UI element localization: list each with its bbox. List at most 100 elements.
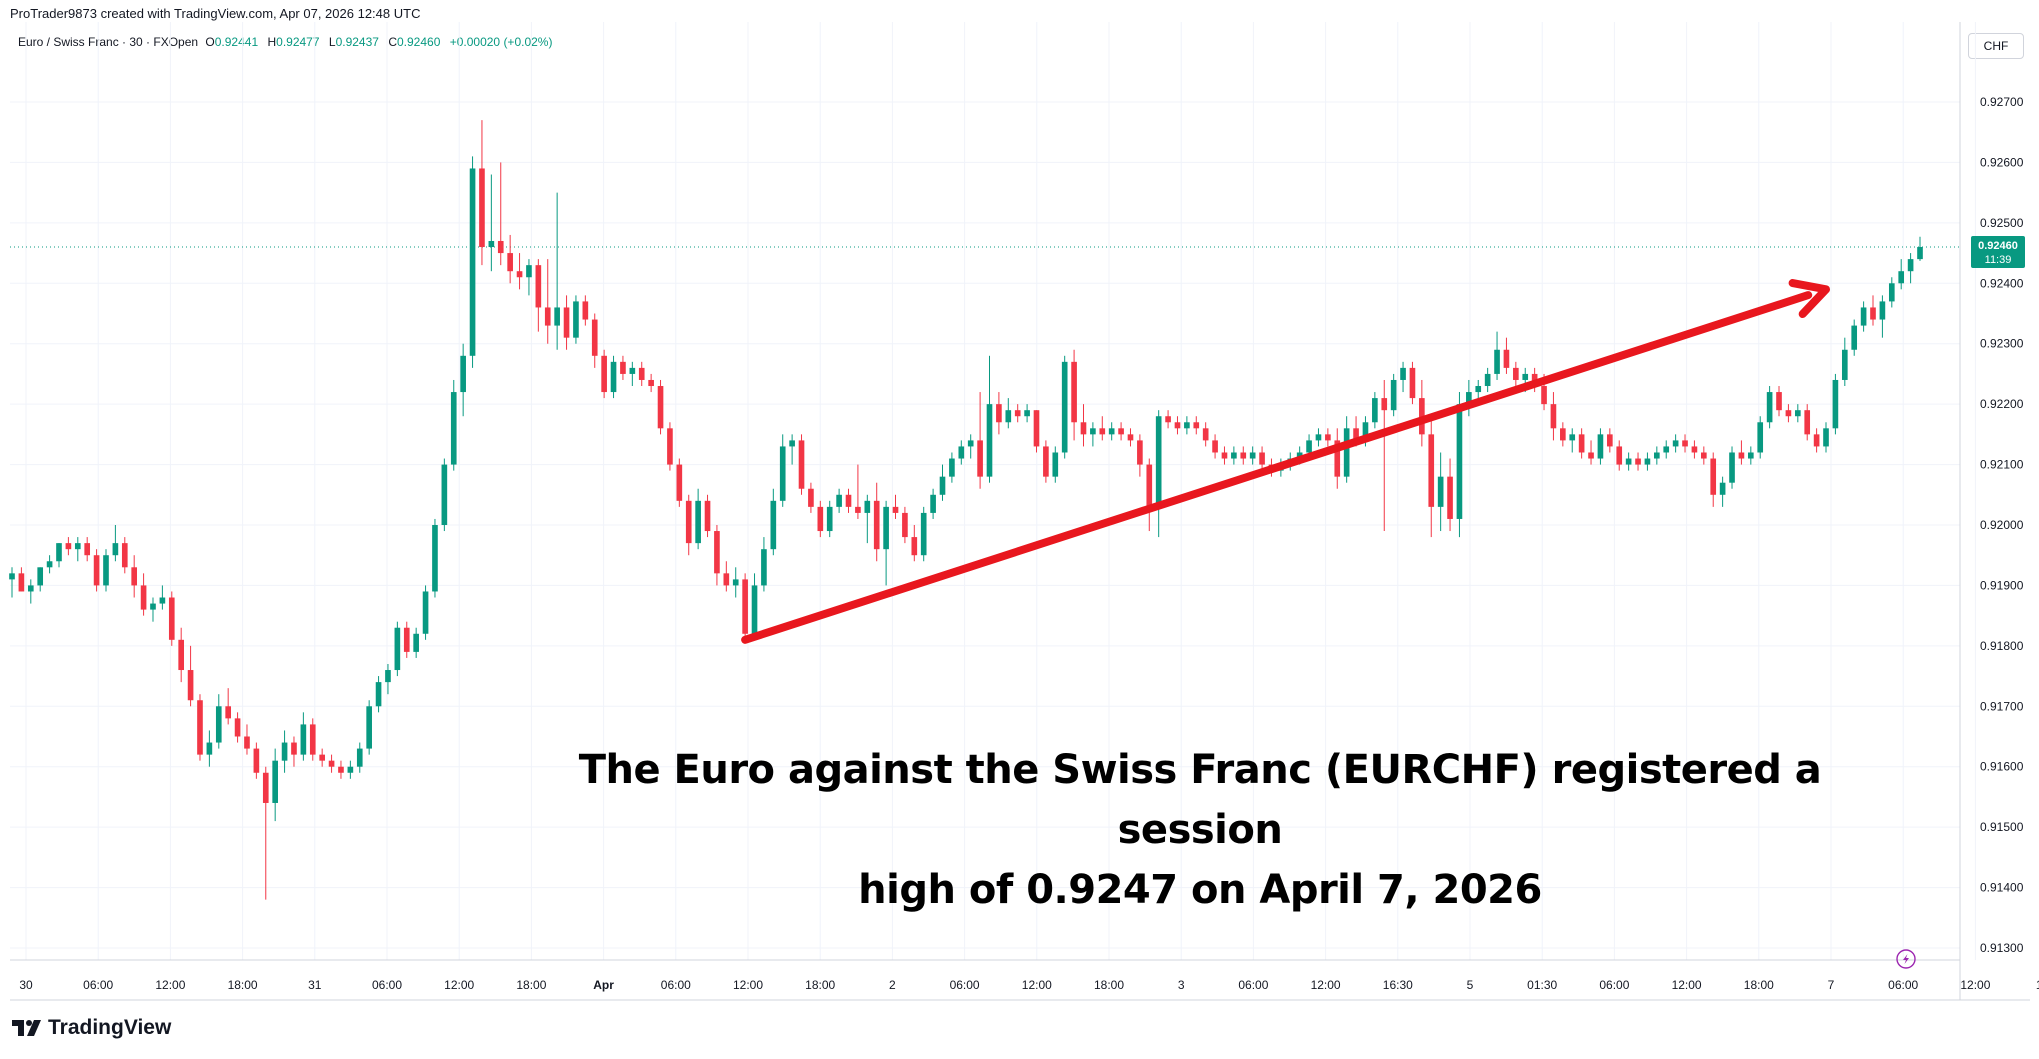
candle <box>1146 458 1153 532</box>
price-tick-label: 0.91400 <box>1980 881 2024 895</box>
candle <box>1409 361 1416 405</box>
candle-body <box>1165 416 1171 423</box>
candle <box>1325 428 1331 447</box>
candle-body <box>582 301 589 320</box>
close-value: 0.92460 <box>396 35 441 49</box>
price-tick-label: 0.91800 <box>1980 639 2024 653</box>
candle <box>1729 446 1735 489</box>
candle <box>422 585 429 640</box>
candle-body <box>864 500 871 513</box>
time-tick-label: 06:00 <box>1238 978 1268 992</box>
candle-body <box>535 265 542 308</box>
chart-credit: ProTrader9873 created with TradingView.c… <box>10 6 421 21</box>
candle-body <box>770 500 777 550</box>
candle <box>610 355 617 399</box>
time-tick-label: 12:00 <box>733 978 763 992</box>
candle <box>432 518 438 598</box>
candle <box>1785 404 1792 423</box>
candle-body <box>1729 452 1735 483</box>
candle <box>573 295 579 344</box>
candle-body <box>121 543 128 568</box>
price-axis[interactable]: 0.91300 0.91400 0.91500 0.91600 0.91700 0.918… <box>1980 95 2024 955</box>
brand-logo[interactable]: TradingView <box>12 1016 171 1040</box>
candle <box>996 392 1002 435</box>
candle <box>488 174 495 272</box>
candle-body <box>1005 410 1012 423</box>
candle-body <box>667 428 673 465</box>
candle <box>1804 404 1811 441</box>
candle <box>1033 410 1040 453</box>
candle <box>770 488 777 556</box>
candle <box>253 742 260 779</box>
candle <box>667 422 673 471</box>
candle <box>1484 367 1491 393</box>
candle-body <box>441 464 448 525</box>
candle <box>629 361 636 387</box>
candle-body <box>140 585 147 610</box>
candle-body <box>1776 392 1782 411</box>
price-tick-label: 0.91500 <box>1980 820 2024 834</box>
candle-body <box>939 476 946 495</box>
candle-body <box>1663 446 1670 453</box>
candle <box>1898 259 1905 290</box>
candle <box>930 488 936 519</box>
candle <box>695 488 701 550</box>
candle-body <box>601 355 607 393</box>
candle <box>911 525 918 562</box>
candle <box>56 543 62 568</box>
candle <box>1635 452 1641 471</box>
candle-body <box>356 748 363 767</box>
time-tick-label: 3 <box>1178 978 1185 992</box>
lightning-icon[interactable] <box>1896 949 1916 969</box>
candle <box>1024 404 1030 423</box>
candle-body <box>742 579 748 634</box>
candle <box>638 361 645 387</box>
candle <box>234 712 241 743</box>
candle <box>281 730 288 773</box>
candle-body <box>1212 440 1218 453</box>
candle <box>1428 416 1435 538</box>
time-tick-label: 12:00 <box>1022 978 1052 992</box>
candle-body <box>1108 428 1115 435</box>
time-axis[interactable]: 30 06:00 12:00 18:00 31 06:00 12:00 18:00 Apr 06:… <box>19 978 2039 992</box>
candle-body <box>9 573 15 580</box>
candle <box>526 259 532 296</box>
candle-body <box>488 240 495 248</box>
last-price-value: 0.92460 <box>1978 240 2018 252</box>
candle <box>272 748 278 822</box>
candle <box>1014 404 1021 423</box>
candle-body <box>1099 428 1106 435</box>
candle <box>714 525 720 586</box>
candle <box>18 567 25 592</box>
candle <box>1155 410 1162 538</box>
candle-body <box>1466 392 1472 405</box>
candle <box>159 585 166 610</box>
candle <box>1174 416 1181 435</box>
currency-button[interactable]: CHF <box>1968 33 2024 59</box>
candle-body <box>1503 349 1510 368</box>
time-tick-label: 18:00 <box>1744 978 1774 992</box>
candle <box>1794 404 1801 423</box>
candle-body <box>1870 307 1876 320</box>
candle <box>836 488 842 513</box>
time-tick-label: 12:00 <box>1311 978 1341 992</box>
candle-body <box>225 706 231 719</box>
symbol-name[interactable]: Euro / Swiss Franc · 30 · FXOpen <box>18 35 199 49</box>
candle <box>1259 446 1265 471</box>
candle <box>1381 379 1388 532</box>
candle <box>27 579 34 604</box>
time-tick-label: 18:00 <box>516 978 546 992</box>
candle <box>1569 428 1576 453</box>
headline-line-1: The Euro against the Swiss Franc (EURCHF… <box>578 747 1822 853</box>
candle <box>1334 428 1341 489</box>
candle-body <box>648 379 654 387</box>
candle-body <box>74 543 81 550</box>
candle-body <box>1766 392 1773 423</box>
candle-body <box>1794 410 1801 417</box>
candle <box>244 724 250 755</box>
open-value: 0.92441 <box>214 35 259 49</box>
candle-body <box>1691 446 1698 453</box>
candle <box>403 621 410 658</box>
candle-body <box>1879 301 1886 320</box>
